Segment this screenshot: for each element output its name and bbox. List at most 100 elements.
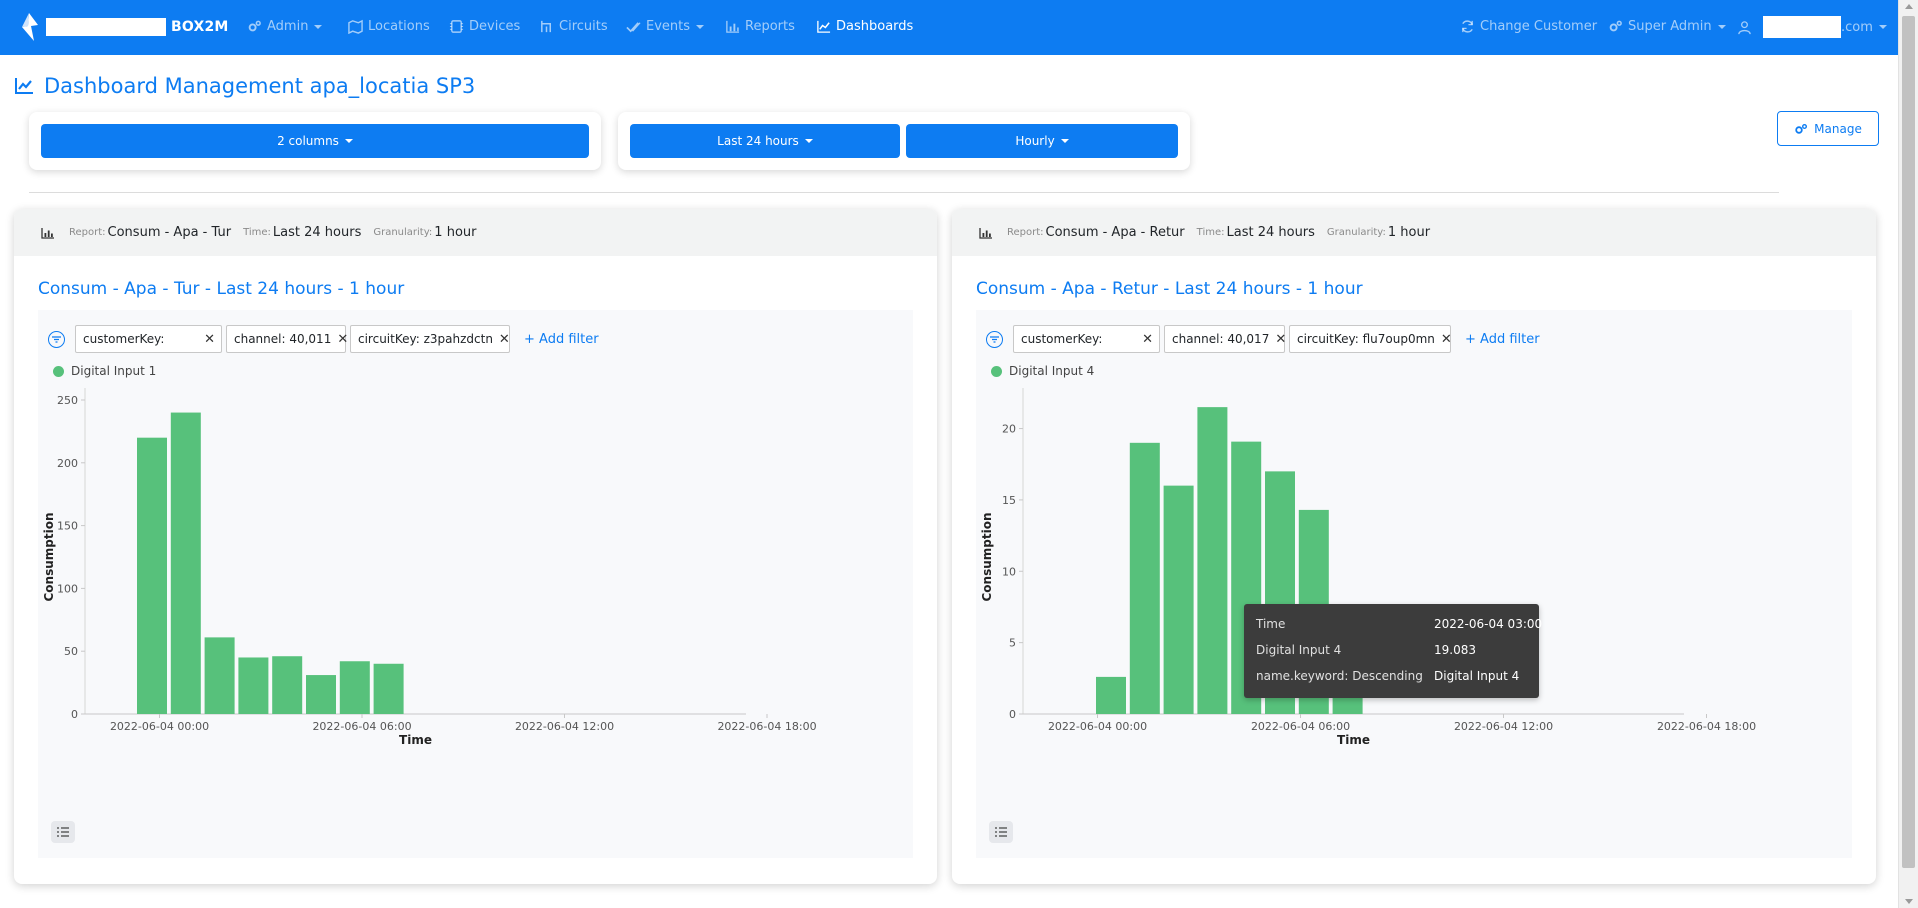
line-chart-icon	[817, 20, 831, 33]
scroll-up-icon[interactable]	[1905, 4, 1913, 9]
super-admin-menu[interactable]: Super Admin	[1608, 19, 1726, 34]
granularity-value: 1 hour	[434, 225, 477, 240]
x-tick-label: 2022-06-04 18:00	[717, 720, 816, 733]
bar	[238, 657, 269, 714]
map-icon	[348, 19, 363, 34]
super-admin-label: Super Admin	[1628, 19, 1712, 34]
filter-pill[interactable]: customerKey: ✕	[1013, 325, 1160, 353]
visualization-area: customerKey: ✕ channel: 40,017 ✕ circuitKe…	[976, 310, 1852, 858]
scroll-down-icon[interactable]	[1905, 899, 1913, 904]
bar-chart: 0 50 100 150 200 250 2022-06-04 00:00 2022-06-0…	[42, 388, 817, 747]
granularity-value: 1 hour	[1387, 225, 1431, 240]
x-tick-label: 2022-06-04 18:00	[1657, 720, 1756, 733]
nav-locations[interactable]: Locations	[348, 19, 430, 34]
tooltip-key: name.keyword: Descending	[1256, 669, 1423, 683]
filter-pill[interactable]: customerKey: ✕	[75, 325, 222, 353]
nav-reports[interactable]: Reports	[725, 19, 795, 34]
time-meta-label: Time:	[1196, 227, 1225, 238]
visualization-area: customerKey: ✕ channel: 40,011 ✕ circuitKe…	[38, 310, 913, 858]
close-icon[interactable]: ✕	[337, 331, 349, 347]
y-tick-label: 150	[57, 520, 78, 533]
nav-devices[interactable]: Devices	[449, 19, 520, 34]
bar-chart-icon	[41, 227, 54, 239]
check-double-icon	[626, 22, 641, 33]
legend-label: Digital Input 1	[71, 364, 157, 378]
close-icon[interactable]: ✕	[1275, 331, 1287, 347]
x-axis-title: Time	[399, 733, 432, 747]
scrollbar-thumb[interactable]	[1902, 16, 1915, 868]
report-name: Consum - Apa - Retur	[1045, 225, 1185, 240]
report-panel-tur: Report: Consum - Apa - Tur Time: Last 24…	[14, 209, 937, 884]
close-icon[interactable]: ✕	[498, 331, 510, 347]
user-label: .com	[1841, 19, 1873, 35]
filter-icon[interactable]	[48, 330, 65, 348]
legend-label: Digital Input 4	[1009, 364, 1095, 378]
add-filter-button[interactable]: + Add filter	[524, 331, 599, 347]
tooltip-row: Digital Input 4 19.083	[1256, 643, 1476, 657]
bar	[137, 437, 167, 714]
page-title-text: Dashboard Management apa_locatia SP3	[44, 74, 476, 98]
y-tick-label: 0	[1009, 708, 1016, 721]
user-redacted	[1763, 16, 1841, 38]
close-icon[interactable]: ✕	[204, 331, 215, 347]
legend-dot	[991, 365, 1002, 377]
chart-legend[interactable]: Digital Input 4	[991, 364, 1094, 378]
nav-circuits-label: Circuits	[559, 19, 608, 34]
page-scrollbar[interactable]	[1898, 0, 1918, 908]
granularity-dropdown[interactable]: Hourly	[906, 124, 1178, 158]
add-filter-button[interactable]: + Add filter	[1465, 331, 1540, 347]
legend-toggle-button[interactable]	[51, 821, 75, 843]
y-tick-label: 20	[1002, 423, 1016, 436]
chevron-down-icon	[1878, 25, 1887, 29]
filter-bar: customerKey: ✕ channel: 40,017 ✕ circuitKe…	[986, 325, 1540, 353]
nav-admin[interactable]: Admin	[247, 19, 323, 34]
panel-header: Report: Consum - Apa - Tur Time: Last 24…	[14, 209, 937, 256]
brand[interactable]: BOX2M	[18, 12, 229, 42]
nav-dashboards-label: Dashboards	[836, 19, 914, 34]
x-tick-label: 2022-06-04 12:00	[1454, 720, 1553, 733]
user-menu[interactable]: .com	[1737, 16, 1887, 38]
nav-dashboards[interactable]: Dashboards	[816, 19, 913, 34]
y-tick-label: 200	[57, 457, 78, 470]
legend-toggle-button[interactable]	[989, 821, 1013, 843]
bar-chart: 0 5 10 15 20 2022-06-04 00:00 2022-06-04 06:00…	[980, 388, 1756, 747]
filter-pill-label: circuitKey: z3pahzdctn	[358, 332, 493, 346]
divider	[29, 192, 1779, 193]
nav-events[interactable]: Events	[626, 19, 705, 34]
cogs-icon	[1795, 123, 1808, 134]
manage-button[interactable]: Manage	[1777, 111, 1879, 146]
x-tick-label: 2022-06-04 06:00	[312, 720, 411, 733]
x-tick-label: 2022-06-04 12:00	[515, 720, 614, 733]
manage-button-label: Manage	[1814, 121, 1862, 136]
filter-icon[interactable]	[986, 330, 1003, 348]
tooltip-row: Time 2022-06-04 03:00	[1256, 617, 1542, 631]
columns-control: 2 columns	[29, 112, 601, 170]
chevron-down-icon	[1060, 139, 1069, 143]
time-range-dropdown[interactable]: Last 24 hours	[630, 124, 900, 158]
y-axis-title: Consumption	[42, 512, 56, 601]
close-icon[interactable]: ✕	[1440, 331, 1452, 347]
y-tick-label: 15	[1002, 494, 1016, 507]
time-value: Last 24 hours	[272, 225, 362, 240]
filter-pill[interactable]: circuitKey: flu7oup0mn ✕	[1289, 325, 1452, 353]
nav-events-label: Events	[646, 19, 691, 34]
filter-pill[interactable]: circuitKey: z3pahzdctn ✕	[350, 325, 510, 353]
x-tick-label: 2022-06-04 06:00	[1251, 720, 1350, 733]
nav-locations-label: Locations	[368, 19, 430, 34]
close-icon[interactable]: ✕	[1142, 331, 1153, 347]
tooltip-value: 19.083	[1434, 643, 1476, 657]
granularity-meta-label: Granularity:	[373, 227, 433, 238]
tooltip-value: Digital Input 4	[1434, 669, 1520, 683]
change-customer-link[interactable]: Change Customer	[1460, 19, 1597, 34]
chevron-down-icon	[804, 139, 813, 143]
granularity-label: Hourly	[1015, 134, 1055, 148]
nav-circuits[interactable]: Circuits	[539, 19, 608, 34]
filter-pill-label: circuitKey: flu7oup0mn	[1297, 332, 1435, 346]
line-chart-icon	[15, 78, 33, 94]
bar-chart-icon	[979, 227, 992, 239]
columns-dropdown[interactable]: 2 columns	[41, 124, 589, 158]
filter-pill[interactable]: channel: 40,011 ✕	[226, 325, 349, 353]
filter-pill[interactable]: channel: 40,017 ✕	[1164, 325, 1287, 353]
time-range-label: Last 24 hours	[717, 134, 799, 148]
chart-legend[interactable]: Digital Input 1	[53, 364, 156, 378]
